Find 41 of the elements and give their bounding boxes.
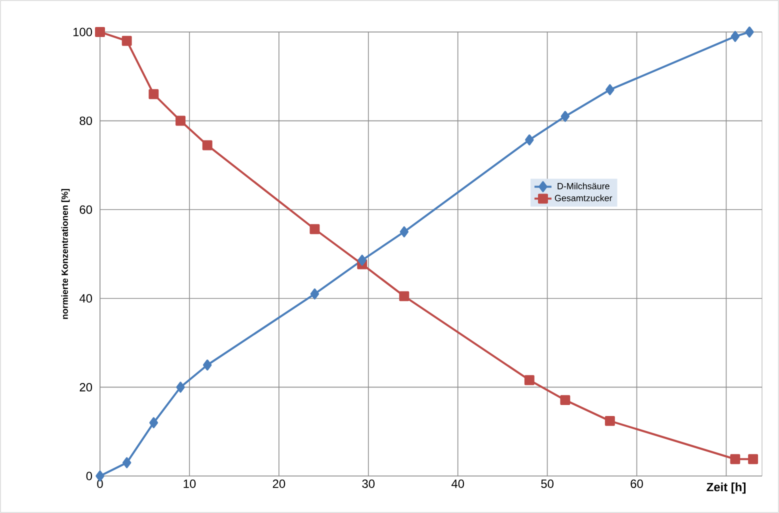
point: [748, 454, 758, 464]
legend-label: Gesamtzucker: [554, 194, 612, 202]
point: [730, 30, 740, 42]
point: [122, 36, 132, 46]
point: [399, 291, 410, 302]
y-tick-label: 80: [80, 116, 92, 126]
point: [122, 457, 132, 468]
x-tick-label: 10: [184, 480, 196, 488]
point: [524, 375, 534, 386]
point: [202, 140, 212, 150]
point: [358, 254, 366, 266]
point: [176, 116, 186, 126]
point: [560, 110, 570, 122]
x-tick-label: 20: [272, 480, 286, 488]
point: [604, 416, 615, 426]
y-tick-label: 20: [80, 382, 92, 392]
y-tick-label: 60: [80, 205, 92, 214]
point: [730, 454, 740, 464]
x-axis-title: Zeit [h]: [706, 482, 746, 494]
point: [310, 288, 320, 300]
y-axis-title: normierte Konzentrationen [%]: [61, 189, 70, 319]
point: [560, 395, 570, 406]
point: [148, 89, 159, 100]
point: [95, 27, 105, 37]
point: [310, 224, 320, 234]
point: [745, 26, 754, 38]
point: [525, 134, 534, 146]
x-tick-label: 60: [630, 480, 643, 488]
y-tick-label: 100: [73, 28, 92, 36]
point: [149, 417, 158, 428]
x-tick-label: 30: [362, 480, 375, 488]
point: [202, 360, 212, 370]
y-tick-label: 40: [79, 294, 92, 303]
x-tick-label: 50: [541, 480, 554, 488]
y-tick-label: 0: [86, 472, 92, 480]
point: [96, 470, 104, 482]
point: [400, 226, 409, 238]
legend-label: D-Milchsäure: [558, 182, 610, 190]
point: [176, 382, 185, 393]
x-tick-label: 40: [451, 480, 464, 488]
point: [606, 84, 614, 96]
